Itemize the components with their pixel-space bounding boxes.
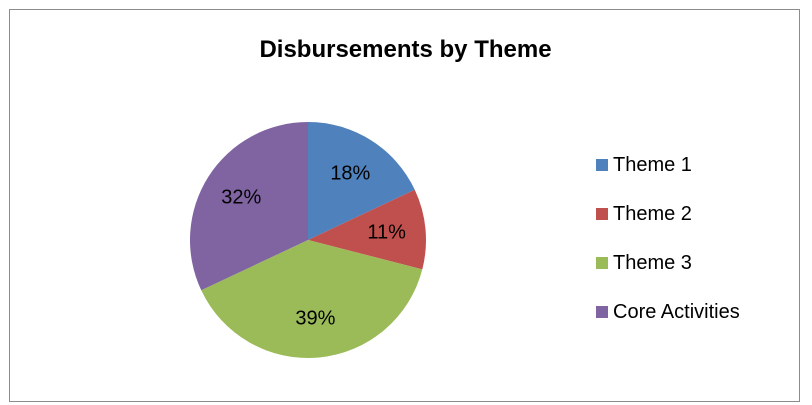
legend-item-theme-2: Theme 2 <box>596 202 740 225</box>
pie-slice-theme-2 <box>308 189 427 270</box>
legend-item-core-activities: Core Activities <box>596 300 740 323</box>
legend-label: Core Activities <box>613 300 740 323</box>
pie-slice-theme-3 <box>201 240 423 358</box>
legend-item-theme-1: Theme 1 <box>596 153 740 176</box>
legend-swatch-theme-2 <box>596 208 608 220</box>
pie-slice-theme-1 <box>308 122 415 240</box>
legend-label: Theme 1 <box>613 153 692 176</box>
chart-title: Disbursements by Theme <box>259 36 552 63</box>
legend-label: Theme 3 <box>613 251 692 274</box>
legend-item-theme-3: Theme 3 <box>596 251 740 274</box>
legend-label: Theme 2 <box>613 202 692 225</box>
pie-slice-core-activities <box>190 122 308 291</box>
data-label-theme-1: 18% <box>330 162 370 184</box>
data-label-core-activities: 32% <box>221 187 261 209</box>
legend: Theme 1 Theme 2 Theme 3 Core Activities <box>596 153 740 351</box>
legend-swatch-core-activities <box>596 306 608 318</box>
legend-swatch-theme-3 <box>596 257 608 269</box>
data-label-theme-3: 39% <box>295 308 335 330</box>
legend-swatch-theme-1 <box>596 159 608 171</box>
data-label-theme-2: 11% <box>367 222 406 244</box>
